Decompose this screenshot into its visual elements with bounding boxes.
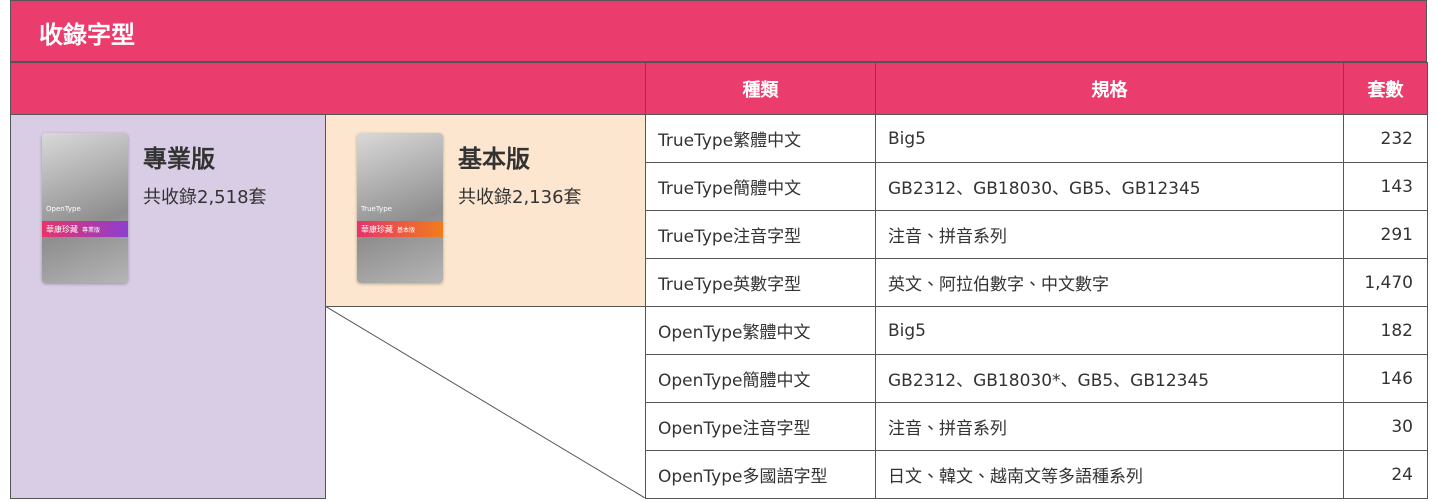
spec-cell: 日文、韓文、越南文等多語種系列 xyxy=(875,450,1344,499)
type-cell: TrueType繁體中文 xyxy=(645,114,876,163)
edition-name: 基本版 xyxy=(458,145,530,173)
spec-cell: 英文、阿拉伯數字、中文數字 xyxy=(875,258,1344,307)
count-cell: 1,470 xyxy=(1343,258,1428,307)
count-cell: 182 xyxy=(1343,306,1428,355)
spec-cell: GB2312、GB18030、GB5、GB12345 xyxy=(875,162,1344,211)
spec-cell: Big5 xyxy=(875,306,1344,355)
type-cell: OpenType注音字型 xyxy=(645,402,876,451)
spec-cell: 注音、拼音系列 xyxy=(875,402,1344,451)
spec-cell: GB2312、GB18030*、GB5、GB12345 xyxy=(875,354,1344,403)
edition-summary: 共收錄2,518套 xyxy=(143,187,267,208)
edition-summary: 共收錄2,136套 xyxy=(458,187,582,208)
count-cell: 232 xyxy=(1343,114,1428,163)
product-card: TrueType 華康珍藏 基本版 xyxy=(357,133,443,283)
product-card: OpenType 華康珍藏 專業版 xyxy=(42,133,128,283)
card-band: 華康珍藏 專業版 xyxy=(42,221,128,237)
spec-cell: Big5 xyxy=(875,114,1344,163)
card-band: 華康珍藏 基本版 xyxy=(357,221,443,237)
card-format: OpenType xyxy=(46,205,81,213)
count-cell: 146 xyxy=(1343,354,1428,403)
edition-name: 專業版 xyxy=(143,145,215,173)
card-brand: 華康珍藏 xyxy=(361,224,393,234)
card-edition: 基本版 xyxy=(397,226,416,234)
title-bar: 收錄字型 xyxy=(10,0,1427,62)
header-blank xyxy=(10,62,646,115)
count-cell: 143 xyxy=(1343,162,1428,211)
type-cell: TrueType英數字型 xyxy=(645,258,876,307)
type-cell: OpenType簡體中文 xyxy=(645,354,876,403)
count-cell: 24 xyxy=(1343,450,1428,499)
page-title: 收錄字型 xyxy=(39,21,135,49)
card-brand: 華康珍藏 xyxy=(46,224,78,234)
count-cell: 30 xyxy=(1343,402,1428,451)
type-cell: TrueType簡體中文 xyxy=(645,162,876,211)
column-header: 規格 xyxy=(875,62,1344,115)
column-header: 套數 xyxy=(1343,62,1428,115)
card-format: TrueType xyxy=(361,205,392,213)
spec-cell: 注音、拼音系列 xyxy=(875,210,1344,259)
diagonal xyxy=(325,306,645,498)
edition-cell: OpenType 華康珍藏 專業版 專業版 共收錄2,518套 xyxy=(10,114,326,499)
type-cell: OpenType多國語字型 xyxy=(645,450,876,499)
card-edition: 專業版 xyxy=(82,226,101,234)
type-cell: TrueType注音字型 xyxy=(645,210,876,259)
count-cell: 291 xyxy=(1343,210,1428,259)
type-cell: OpenType繁體中文 xyxy=(645,306,876,355)
edition-cell: TrueType 華康珍藏 基本版 基本版 共收錄2,136套 xyxy=(325,114,646,307)
column-header: 種類 xyxy=(645,62,876,115)
